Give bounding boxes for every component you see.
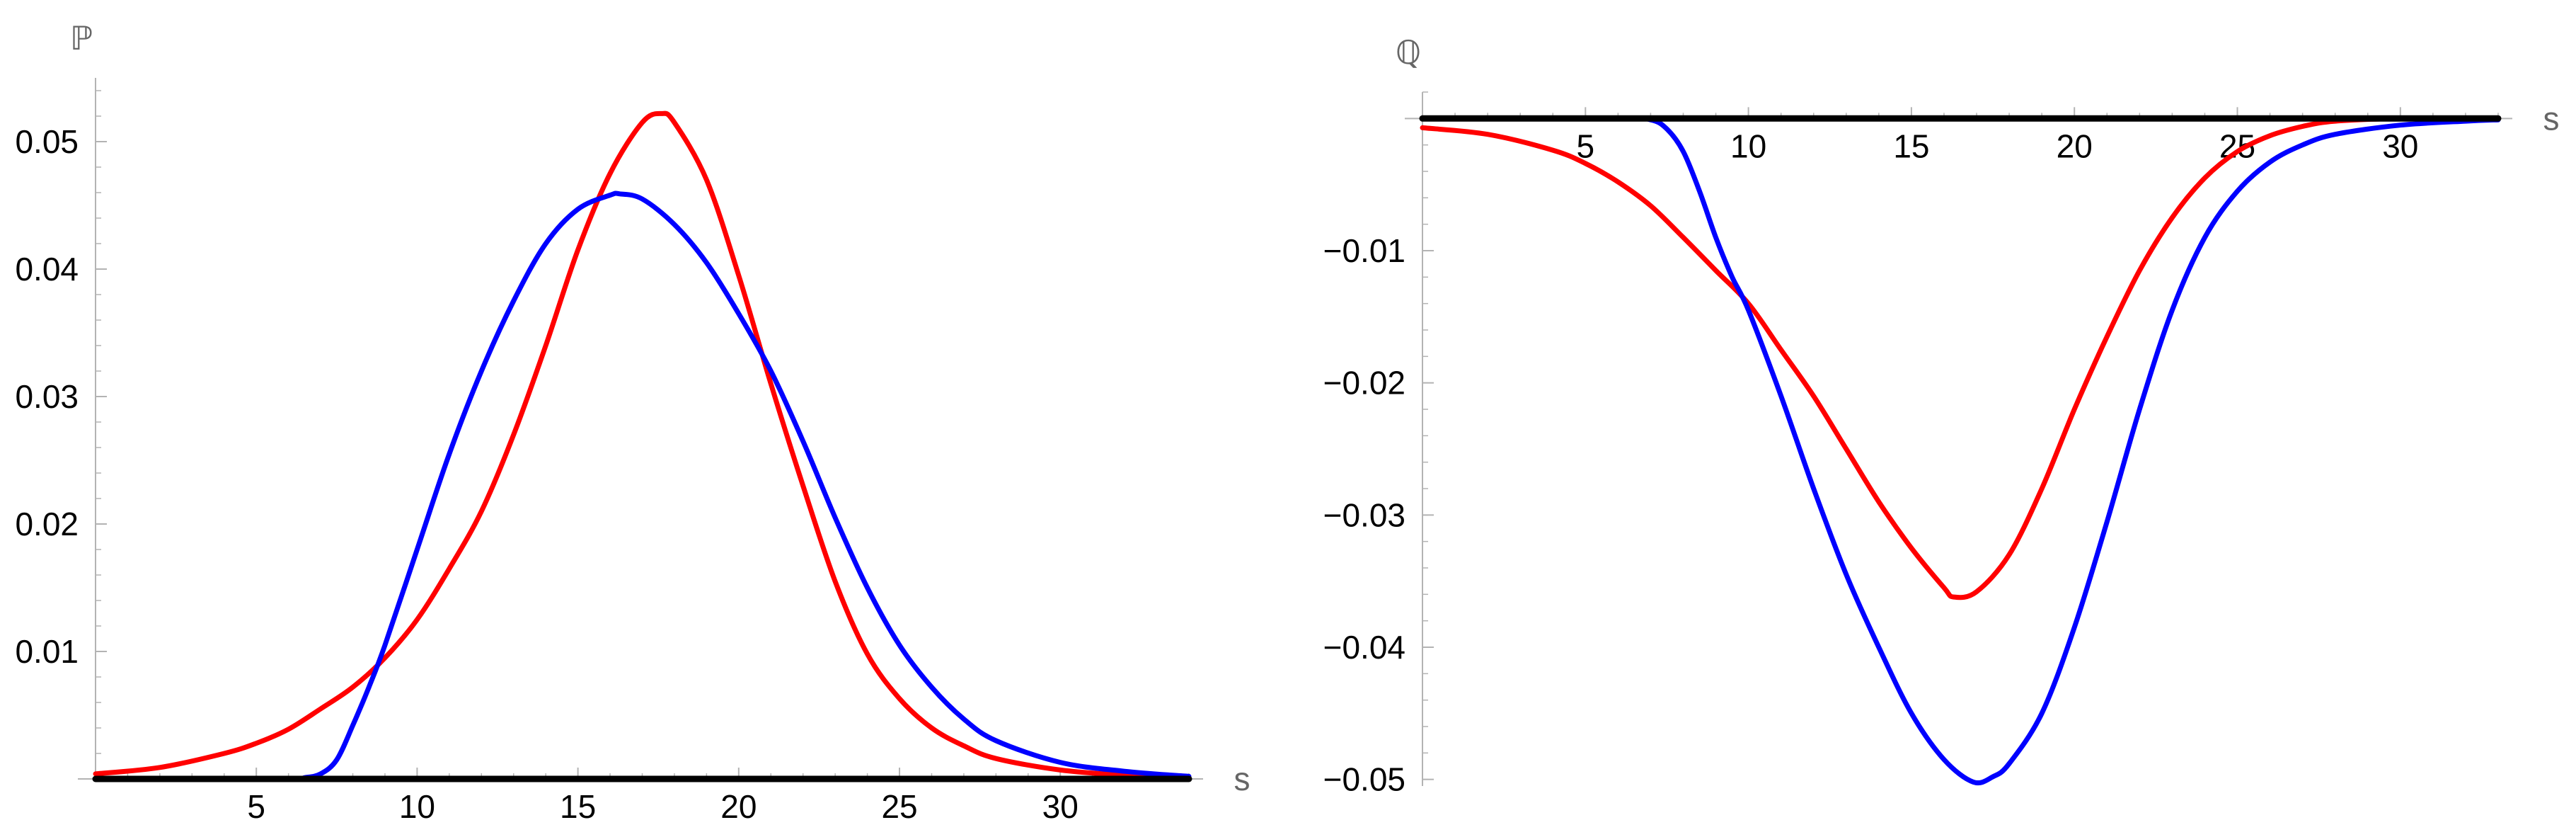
y-tick-label: −0.03 (1323, 496, 1405, 533)
y-tick-label: −0.01 (1323, 232, 1405, 269)
x-tick-label: 15 (1893, 127, 1929, 164)
x-tick-label: 30 (2382, 127, 2418, 164)
y-tick-label: −0.05 (1323, 761, 1405, 798)
y-axis-label: ℚ (1396, 34, 1421, 71)
x-tick-label: 15 (560, 788, 596, 820)
panel-p-distribution: 0.01 0.02 0.03 0.04 0.05 5 10 15 20 25 30 ℙs (15, 20, 1250, 820)
series-red-line (93, 110, 1192, 780)
x-tick-label: 20 (720, 788, 757, 820)
x-tick-label: 10 (399, 788, 435, 820)
series-blue-line (1420, 115, 2501, 786)
y-tick-label: 0.02 (15, 506, 79, 542)
series-red-line (1420, 115, 2501, 600)
y-tick-label: −0.02 (1323, 365, 1405, 402)
y-tick-label: 0.04 (15, 251, 79, 287)
y-tick-label: 0.05 (15, 123, 79, 160)
y-axis-label: ℙ (70, 20, 93, 57)
y-tick-label: −0.04 (1323, 629, 1405, 666)
x-tick-label: 5 (247, 788, 265, 820)
x-tick-label: 20 (2057, 127, 2093, 164)
x-tick-label: 30 (1042, 788, 1079, 820)
x-tick-label: 10 (1730, 127, 1766, 164)
x-axis-label: s (1234, 761, 1250, 797)
y-tick-label: 0.01 (15, 633, 79, 670)
series-blue-line (93, 190, 1192, 782)
x-axis-label: s (2543, 100, 2560, 137)
x-tick-label: 25 (881, 788, 917, 820)
y-tick-label: 0.03 (15, 378, 79, 415)
